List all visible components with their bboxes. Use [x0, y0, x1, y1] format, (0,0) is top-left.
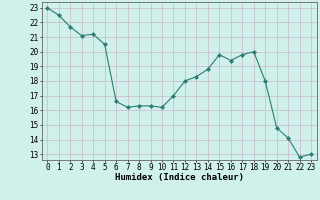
- X-axis label: Humidex (Indice chaleur): Humidex (Indice chaleur): [115, 173, 244, 182]
